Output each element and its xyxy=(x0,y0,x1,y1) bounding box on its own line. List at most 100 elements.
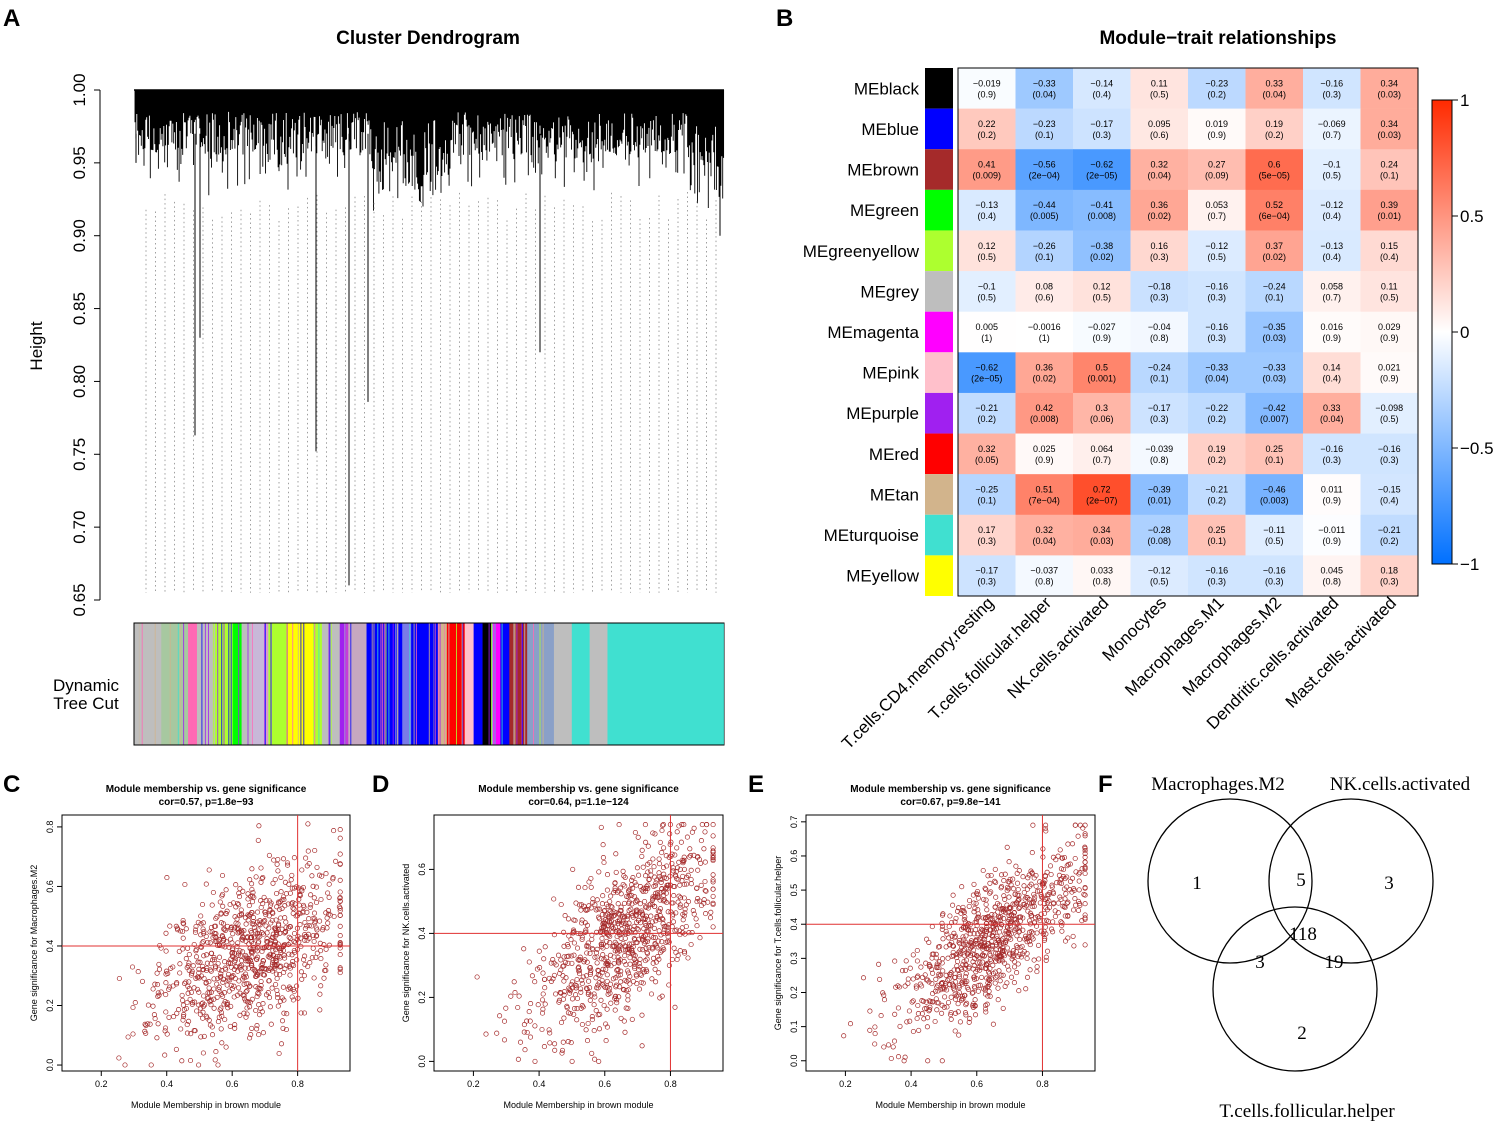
scatter-point xyxy=(1006,859,1012,865)
scatter-point xyxy=(971,931,977,937)
scatter-point xyxy=(527,1034,534,1040)
heatmap-cell xyxy=(1015,555,1074,597)
scatter-point xyxy=(300,908,306,915)
scatter-point xyxy=(194,1008,200,1014)
scatter-point xyxy=(926,962,932,968)
legend-tick-label: −0.5 xyxy=(1460,439,1494,458)
scatter-point xyxy=(311,910,318,916)
scatter-point xyxy=(1008,974,1015,980)
scatter-point xyxy=(205,990,211,996)
scatter-point xyxy=(1082,822,1088,828)
scatter-point xyxy=(947,913,953,919)
scatter-point xyxy=(620,881,626,888)
scatter-point xyxy=(983,962,989,968)
scatter-point xyxy=(1014,880,1021,886)
scatter-point xyxy=(987,970,993,977)
scatter-point xyxy=(976,914,982,920)
heatmap-cell xyxy=(1360,392,1419,434)
scatter-y-tick-label: 0.0 xyxy=(417,1055,427,1068)
scatter-point xyxy=(278,889,284,895)
scatter-point xyxy=(1082,845,1088,851)
scatter-point xyxy=(262,918,268,924)
tree-cut-stripe xyxy=(439,623,441,745)
scatter-point xyxy=(224,923,231,929)
scatter-point xyxy=(597,1011,603,1017)
scatter-point xyxy=(1020,951,1026,957)
scatter-point xyxy=(1025,908,1031,914)
scatter-point xyxy=(609,904,615,910)
scatter-point xyxy=(677,948,683,954)
heatmap-cell xyxy=(958,271,1016,312)
scatter-point xyxy=(649,945,655,951)
scatter-point xyxy=(243,980,249,987)
scatter-point xyxy=(306,935,312,941)
heatmap-row-color xyxy=(925,230,953,272)
scatter-point xyxy=(681,895,687,901)
scatter-point xyxy=(201,953,207,959)
heatmap-cell-value: −0.17 xyxy=(1090,119,1113,129)
scatter-point xyxy=(578,1005,584,1011)
scatter-point xyxy=(677,866,683,872)
scatter-point xyxy=(1070,933,1076,939)
heatmap-cell-value: −0.16 xyxy=(1378,444,1401,454)
scatter-point xyxy=(285,862,291,868)
scatter-point xyxy=(235,940,241,946)
heatmap-cell-pvalue: (0.03) xyxy=(1377,130,1401,140)
scatter-point xyxy=(1016,988,1022,994)
tree-cut-stripe xyxy=(217,623,219,745)
scatter-point xyxy=(998,972,1004,978)
scatter-point xyxy=(229,986,235,992)
scatter-point xyxy=(264,930,270,936)
scatter-point xyxy=(129,964,136,970)
heatmap-cell xyxy=(1245,230,1304,272)
heatmap-cell xyxy=(1073,311,1131,353)
scatter-point xyxy=(710,893,716,899)
scatter-point xyxy=(591,1028,597,1034)
scatter-point xyxy=(1011,886,1017,892)
scatter-point xyxy=(558,990,564,996)
scatter-point xyxy=(993,921,999,927)
scatter-point xyxy=(926,998,932,1004)
scatter-point xyxy=(613,982,619,988)
tree-cut-segment xyxy=(607,623,724,745)
scatter-point xyxy=(1006,879,1012,885)
scatter-point xyxy=(1015,886,1021,893)
scatter-point xyxy=(1082,848,1088,854)
scatter-point xyxy=(972,1003,978,1009)
scatter-point xyxy=(1082,864,1088,870)
scatter-point xyxy=(211,923,218,929)
scatter-point xyxy=(263,912,269,918)
scatter-point xyxy=(693,916,699,922)
scatter-point xyxy=(1061,854,1068,861)
scatter-point xyxy=(644,883,650,889)
scatter-point xyxy=(618,904,624,910)
scatter-point xyxy=(646,877,652,883)
heatmap-cell-pvalue: (0.5) xyxy=(1380,414,1399,424)
scatter-point xyxy=(632,829,638,836)
scatter-point xyxy=(232,955,238,962)
scatter-point xyxy=(207,967,213,973)
scatter-point xyxy=(997,925,1003,931)
tree-cut-segment xyxy=(527,623,555,745)
heatmap-cell-pvalue: (2e−05) xyxy=(971,374,1002,384)
scatter-point xyxy=(1014,870,1020,876)
scatter-point xyxy=(302,953,308,959)
scatter-point xyxy=(245,912,251,918)
heatmap-cell-value: −0.24 xyxy=(1263,281,1286,291)
scatter-point xyxy=(248,960,255,967)
scatter-point xyxy=(601,956,607,962)
heatmap-cell-pvalue: (0.03) xyxy=(1262,333,1286,343)
scatter-point xyxy=(291,906,297,912)
scatter-point xyxy=(1060,866,1067,873)
heatmap-cell-pvalue: (0.008) xyxy=(1030,414,1059,424)
scatter-point xyxy=(534,966,540,972)
scatter-point xyxy=(652,904,658,910)
scatter-point xyxy=(1082,942,1088,948)
heatmap-cell-value: −0.16 xyxy=(1320,78,1343,88)
scatter-point xyxy=(940,911,946,917)
scatter-x-tick-label: 0.6 xyxy=(226,1079,239,1089)
heatmap-cell-value: 0.19 xyxy=(1208,444,1226,454)
scatter-point xyxy=(557,970,563,977)
scatter-point xyxy=(924,1024,930,1030)
scatter-point xyxy=(583,973,589,979)
